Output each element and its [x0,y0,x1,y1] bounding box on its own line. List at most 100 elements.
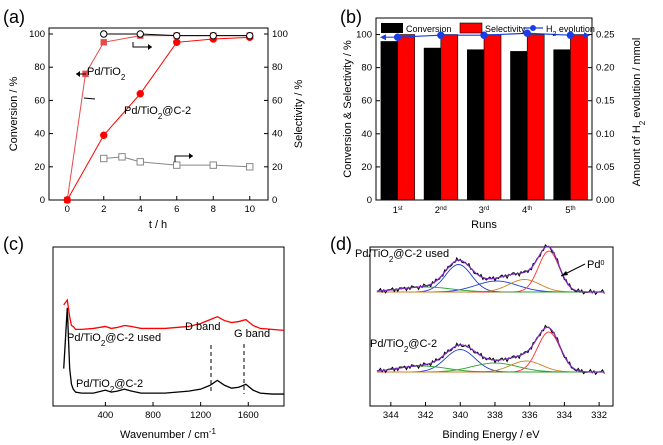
y-tick-label-b: 80 [361,63,372,74]
plot-frame-c [52,246,285,407]
y-tick-label-b: 100 [356,30,372,41]
data-point-a-3 [100,154,108,163]
y2-tick-label-b: 0.15 [596,96,615,107]
x-tick-label-a: 10 [244,204,255,215]
x-tick-label-a: 6 [174,204,179,215]
spectrum-c-0 [63,298,285,332]
panel-label-b: (b) [340,7,362,27]
y-tick-label-b: 60 [361,96,372,107]
y2label-b: Amount of H2 evolution / mmol [631,38,647,187]
axis-ticks-b: 0 20 40 60 80 100 0.00 0.05 0.10 0.15 0.20 0.25 1st 2… [356,30,614,216]
y2-tick-label-b: 0.20 [596,63,615,74]
bar-selectivity [440,34,459,201]
data-point-a-1 [173,38,181,46]
annotation-pd-tio2-c2: Pd/TiO2@C-2 [124,105,191,121]
spectrum-d-envelope [376,326,605,373]
x-tick-label-a: 8 [211,204,216,215]
x-tick-label-b: 1st [393,205,403,216]
x-tick-label-c: 400 [97,410,113,421]
spectrum-c-1 [63,307,284,395]
x-tick-label-b: 3rd [479,205,490,216]
data-point-a-0 [100,39,107,46]
x-tick-label-c: 800 [145,410,161,421]
x-tick-label-b: 5th [565,205,575,216]
y2-tick-label-a: 100 [272,29,288,40]
plot-frame-a [48,27,269,201]
series-markers-a [63,30,254,204]
x-tick-label-d: 332 [591,410,607,421]
y-tick-label-a: 20 [34,162,45,173]
x-tick-label-c: 1600 [238,410,259,421]
bar-selectivity [526,34,545,201]
y-tick-label-a: 100 [29,29,45,40]
y-tick-label-b: 20 [361,162,372,173]
plot-frame-d [369,246,614,407]
xlabel-a: t / h [149,219,167,231]
y-tick-label-a: 60 [34,95,45,106]
annotation-c-fresh: Pd/TiO2@C-2 [76,378,143,394]
panel-label-c: (c) [3,234,24,254]
annotation-pd-tio2: Pd/TiO2 [87,66,126,82]
x-tick-label-c: 1200 [190,410,211,421]
bar-conversion [380,41,398,200]
ylabel-a: Conversion / % [8,76,20,151]
h2-series-b [380,29,590,41]
data-point-a-3 [173,161,181,169]
arrow-to-right-axis-a3 [174,155,193,162]
annotation-d-fresh: Pd/TiO2@C-2 [370,338,437,354]
y-tick-label-a: 40 [34,129,45,140]
xps-spectra-d [376,243,605,376]
y-tick-label-a: 0 [40,195,45,206]
data-point-a-3 [118,153,126,161]
y2-tick-label-a: 20 [272,162,283,173]
arrowhead-a1 [76,71,80,77]
x-tick-label-d: 334 [556,410,572,421]
data-point-h2 [480,31,488,39]
annotation-pd0: Pd0 [587,259,604,271]
series-line-a-1 [66,36,250,201]
panel-label-d: (d) [330,234,352,254]
bar-conversion [467,49,484,200]
legend-swatch-conversion [381,23,403,33]
bar-conversion [423,47,441,201]
data-point-a-2 [209,31,217,40]
data-point-a-2 [100,30,108,38]
fit-component-d [376,349,605,373]
y2-tick-label-b: 0.05 [596,162,615,173]
y2-tick-label-a: 60 [272,95,283,106]
bars-b [380,34,588,201]
y-tick-label-b: 40 [361,129,372,140]
y2-tick-label-a: 40 [272,129,283,140]
data-point-a-3 [209,161,217,169]
x-tick-label-a: 0 [65,204,70,215]
panel-label-a: (a) [3,7,25,27]
axis-ticks-d: 344 342 340 338 336 334 332 [383,402,607,421]
x-tick-label-d: 336 [522,410,538,421]
bar-conversion [510,51,528,200]
bar-selectivity [570,34,588,201]
y2-tick-label-b: 0.00 [596,195,615,206]
xlabel-b: Runs [471,219,497,231]
data-point-h2 [393,33,402,41]
ylabel-b: Conversion & Selectivity / % [342,40,354,178]
y-tick-label-b: 0 [367,195,372,206]
arrow-to-left-axis-a4 [83,97,96,100]
spectrum-d-envelope [376,245,605,293]
data-point-a-2 [173,31,181,40]
arrow-to-right-axis-a2 [132,42,152,48]
data-point-a-3 [246,163,254,171]
data-point-a-1 [136,90,144,98]
annotation-d-band: D band [185,321,220,333]
h2-arrow-right [584,32,590,39]
y2-tick-label-a: 80 [272,62,283,73]
legend-label-selectivity: Selectivity [485,24,526,34]
data-point-a-1 [63,196,71,204]
bar-selectivity [483,34,502,201]
annotation-d-used: Pd/TiO2@C-2 used [355,248,449,264]
panel-c: (c) 400 800 1200 1600 Pd/TiO2@C-2 used Pd/T… [3,234,285,441]
panel-b: (b) 0 20 40 60 80 100 0.00 0.05 0.10 0.15 0.20 0.25… [340,7,647,231]
panel-d: (d) 344 342 340 338 336 334 332 Pd/TiO2@C-2 us… [330,234,614,441]
